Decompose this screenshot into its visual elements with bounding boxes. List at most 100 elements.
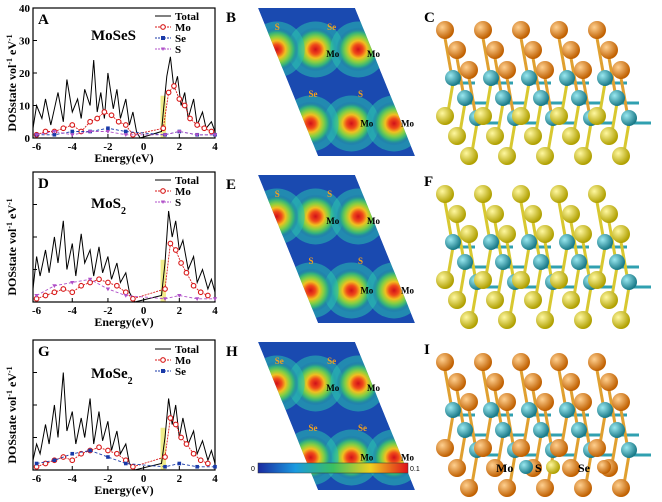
- series-line-total: [32, 210, 216, 303]
- atom-key: Mo S Se: [496, 460, 611, 475]
- atom-bottom-chalcogen: [524, 291, 542, 309]
- crystal-structure-f: F: [424, 174, 651, 329]
- legend-label-se: Se: [175, 33, 186, 45]
- atom-key-label-mo: Mo: [496, 461, 513, 475]
- legend-label-total: Total: [175, 175, 199, 187]
- data-point-s: [70, 281, 75, 285]
- atom-bottom-chalcogen: [486, 127, 504, 145]
- data-point-mo: [114, 282, 120, 289]
- atom-bottom-chalcogen: [486, 291, 504, 309]
- elf-map-b: S Se Mo Mo Se S Mo Mo B: [226, 8, 415, 156]
- atom-bottom-chalcogen: [474, 439, 492, 457]
- data-point-mo: [208, 128, 215, 135]
- data-point-mo: [162, 454, 168, 460]
- compound-label: MoSe2: [91, 366, 133, 387]
- map-atom-label: Mo: [360, 285, 373, 295]
- x-axis-label: Energy(eV): [94, 151, 153, 165]
- atom-bottom-chalcogen: [536, 311, 554, 329]
- legend-label-total: Total: [175, 11, 199, 23]
- data-point-mo: [205, 460, 211, 467]
- atom-bottom-chalcogen: [588, 439, 606, 457]
- data-point-se: [123, 129, 128, 134]
- atom-bottom-chalcogen: [524, 127, 542, 145]
- atom-top-chalcogen: [460, 393, 478, 411]
- density-peak: [293, 194, 338, 239]
- panel-label-i: I: [424, 342, 430, 358]
- map-atom-label: S: [309, 256, 314, 266]
- atom-mo: [533, 254, 549, 270]
- y-tick-label: 0: [25, 133, 31, 145]
- data-point-s: [105, 287, 111, 292]
- atom-mo: [597, 402, 613, 418]
- map-atom-label: Se: [309, 423, 318, 433]
- atom-top-chalcogen: [550, 353, 568, 371]
- data-point-mo: [69, 457, 76, 464]
- map-atom-label: Mo: [367, 383, 380, 393]
- atom-bottom-chalcogen: [562, 127, 580, 145]
- atom-bottom-chalcogen: [588, 271, 606, 289]
- x-tick-label: -6: [32, 141, 42, 153]
- atom-top-chalcogen: [474, 185, 492, 203]
- legend-label-mo: Mo: [175, 355, 191, 367]
- data-point-mo: [183, 441, 190, 447]
- data-point-se: [52, 132, 57, 137]
- atom-top-chalcogen: [536, 225, 554, 243]
- map-atom-label: Mo: [326, 216, 339, 226]
- data-point-mo: [108, 112, 115, 119]
- dos-plot-g: -6 -4 -2 0 2 4 Energy(eV) DOSstate vol-1 eV-1 G M…: [5, 339, 218, 497]
- data-point-mo: [94, 115, 101, 122]
- atom-bottom-chalcogen: [460, 479, 478, 497]
- data-point-s: [194, 297, 200, 301]
- y-tick-label: 20: [19, 68, 31, 80]
- atom-bottom-chalcogen: [536, 147, 554, 165]
- atom-bottom-chalcogen: [436, 271, 454, 289]
- atom-bottom-chalcogen: [600, 127, 618, 145]
- data-point-se: [123, 461, 128, 466]
- data-point-mo: [130, 295, 136, 302]
- atom-mo: [621, 110, 637, 126]
- atom-mo: [609, 90, 625, 106]
- data-point-se: [163, 464, 167, 469]
- data-point-s: [87, 277, 93, 282]
- series-line-mo: [36, 85, 212, 136]
- atom-top-chalcogen: [498, 225, 516, 243]
- atom-bottom-chalcogen: [512, 439, 530, 457]
- map-atom-label: Se: [309, 89, 318, 99]
- atom-top-chalcogen: [612, 61, 630, 79]
- data-point-mo: [122, 289, 129, 296]
- data-point-se: [52, 458, 57, 463]
- panel-label-g: G: [38, 344, 50, 360]
- atom-top-chalcogen: [512, 185, 530, 203]
- density-peak: [293, 27, 338, 72]
- atom-top-chalcogen: [550, 21, 568, 39]
- atom-top-chalcogen: [612, 393, 630, 411]
- atom-top-chalcogen: [486, 41, 504, 59]
- data-point-se: [213, 464, 217, 469]
- atom-bottom-chalcogen: [536, 479, 554, 497]
- map-atom-label: S: [358, 89, 363, 99]
- atom-bottom-chalcogen: [512, 107, 530, 125]
- x-tick-label: -4: [68, 473, 78, 485]
- atom-bottom-chalcogen: [436, 439, 454, 457]
- atom-top-chalcogen: [436, 21, 454, 39]
- atom-bottom-chalcogen: [512, 271, 530, 289]
- atom-mo: [621, 274, 637, 290]
- atom-top-chalcogen: [460, 61, 478, 79]
- atom-bottom-chalcogen: [498, 147, 516, 165]
- data-point-se: [88, 448, 92, 453]
- legend-marker-mo: [160, 357, 166, 363]
- atom-bottom-chalcogen: [460, 147, 478, 165]
- data-point-mo: [181, 102, 188, 109]
- atom-top-chalcogen: [448, 373, 466, 391]
- map-atom-label: Mo: [360, 118, 373, 128]
- data-point-mo: [96, 276, 102, 283]
- atom-top-chalcogen: [562, 205, 580, 223]
- data-point-s: [177, 294, 182, 298]
- data-point-mo: [165, 89, 172, 96]
- density-peak: [258, 194, 299, 239]
- map-atom-label: Mo: [360, 452, 373, 462]
- data-point-s: [123, 133, 128, 137]
- data-point-mo: [205, 292, 211, 299]
- legend-marker-s: [161, 47, 165, 51]
- atom-top-chalcogen: [588, 353, 606, 371]
